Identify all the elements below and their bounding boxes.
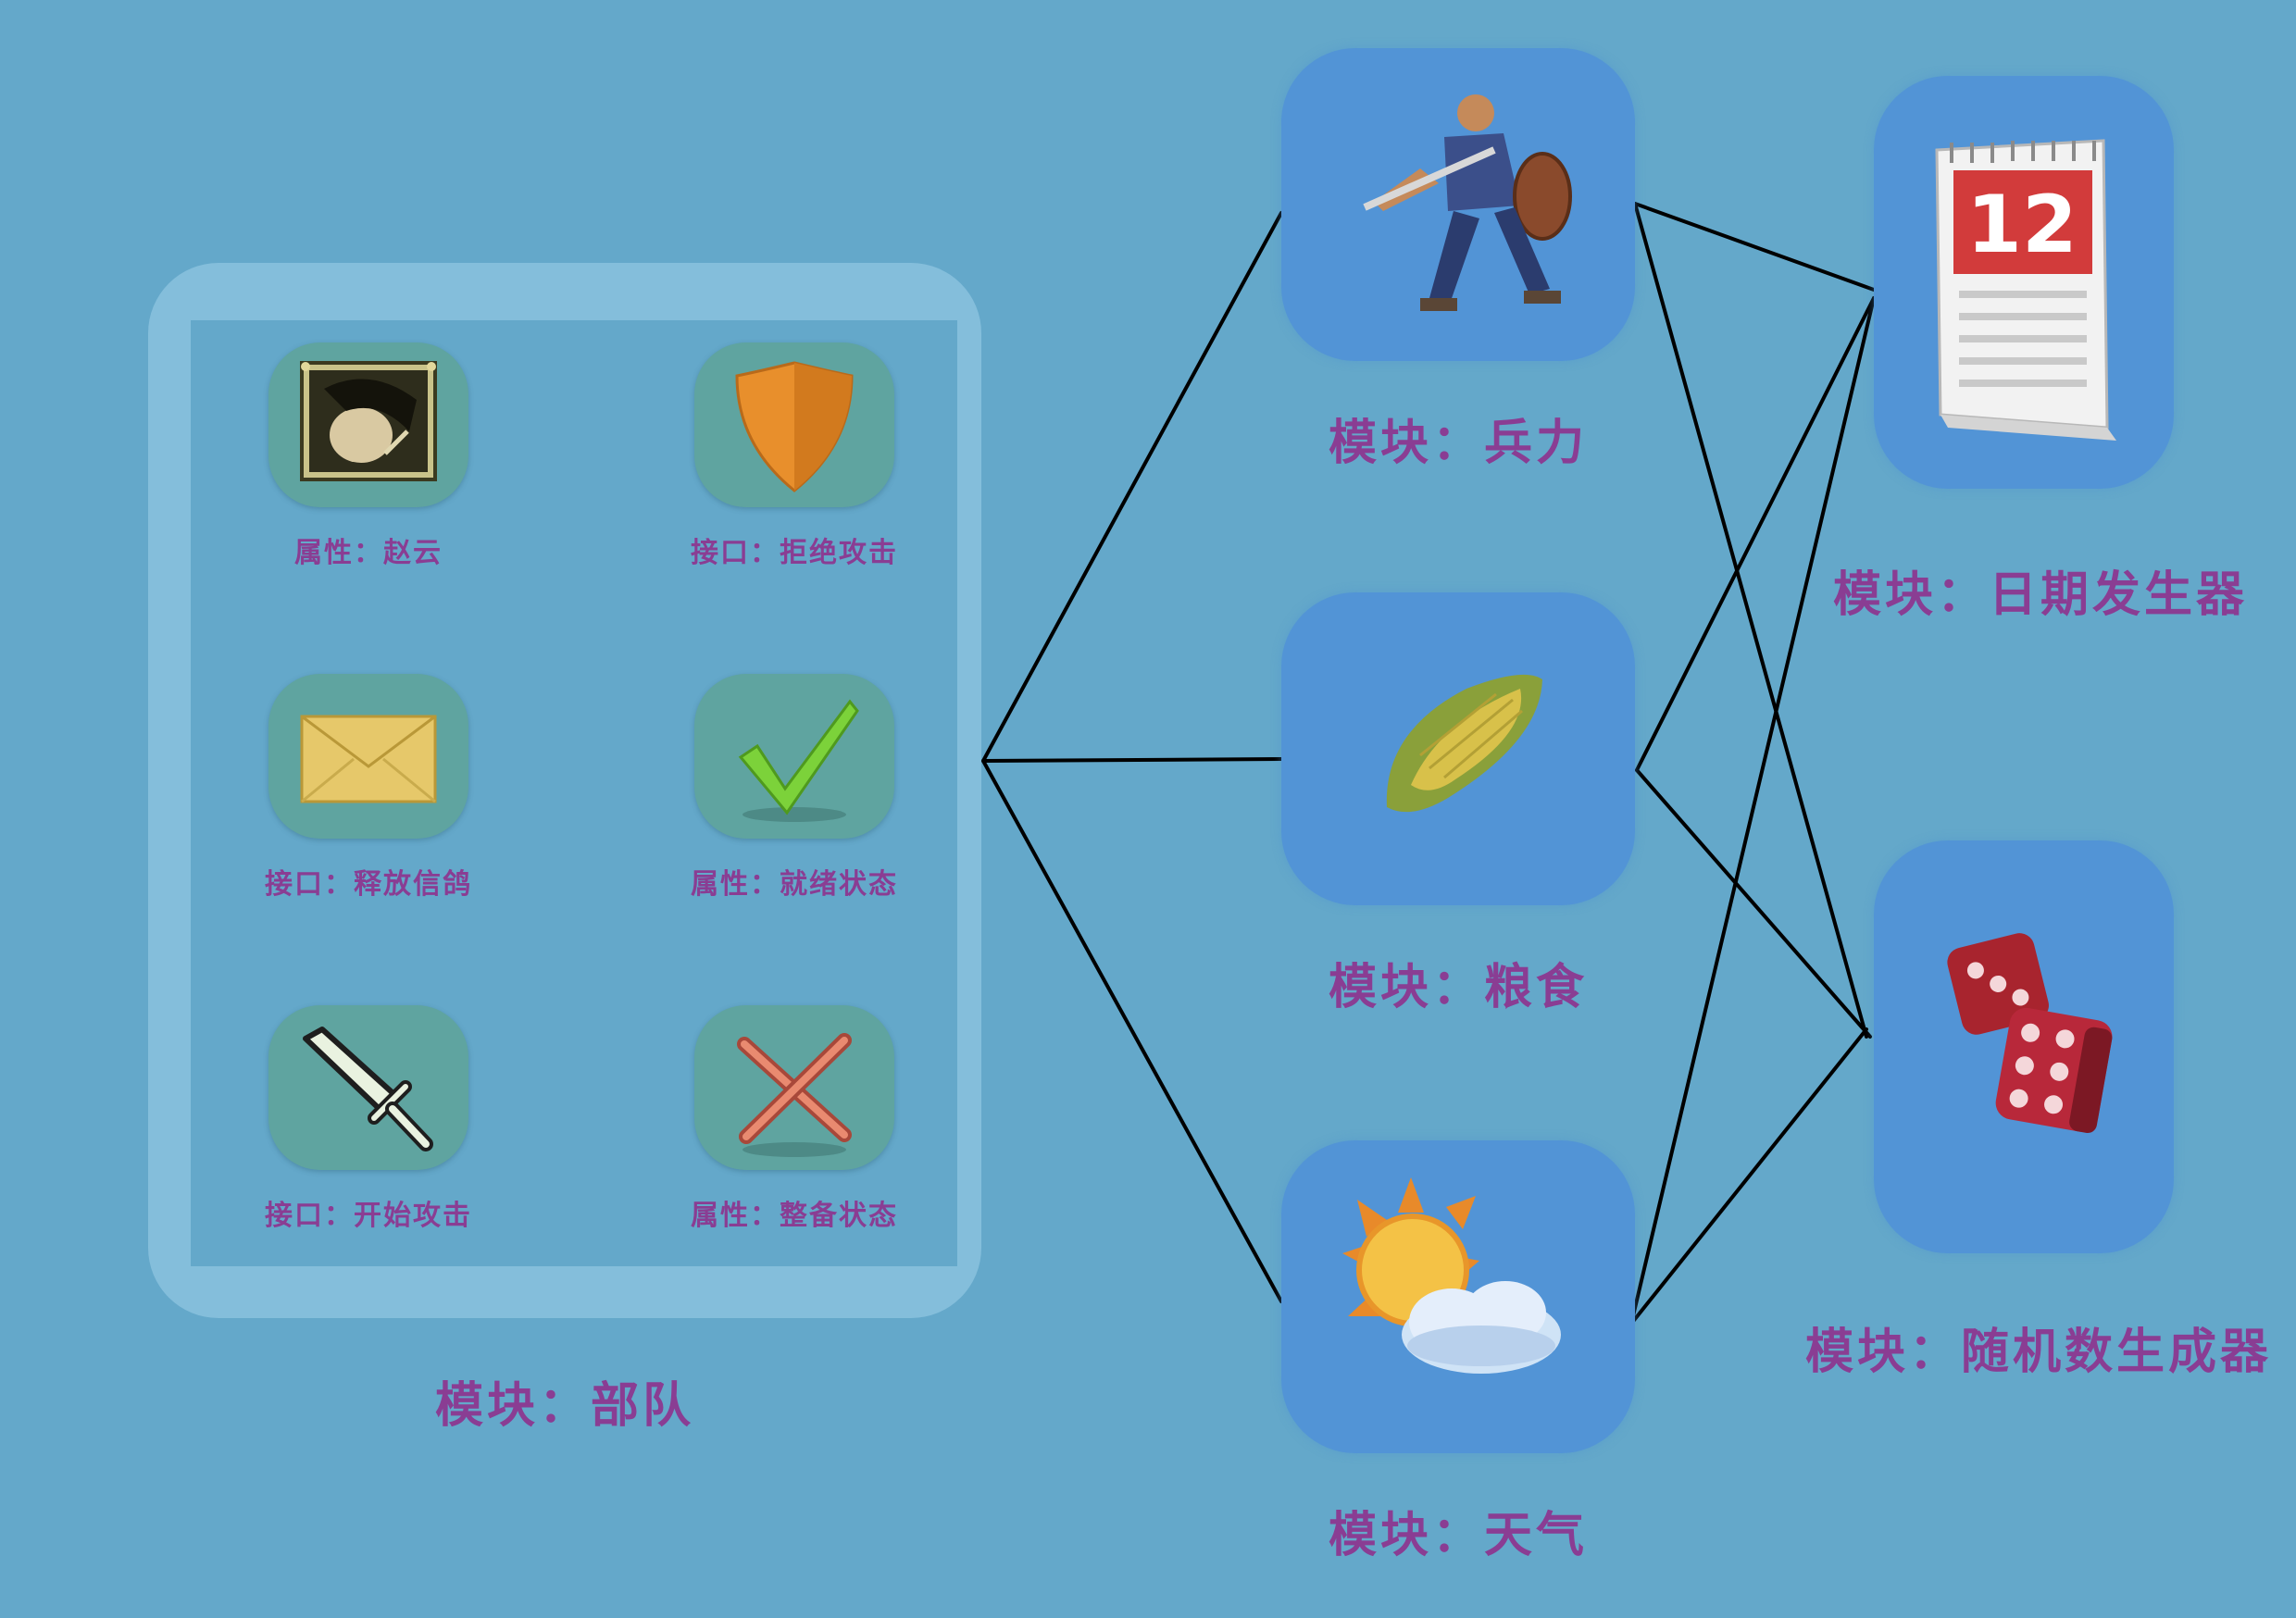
- random-module-title: 模块：随机数生成器: [1805, 1325, 2273, 1380]
- envelope-tile: [268, 674, 468, 839]
- troop-item-shield[interactable]: 接口：拒绝攻击: [602, 320, 954, 598]
- troop-item-label: 属性：赵云: [294, 537, 443, 569]
- troop-item-label: 接口：拒绝攻击: [691, 537, 898, 569]
- checkmark-icon: [738, 699, 859, 822]
- cross-icon: [737, 1033, 852, 1157]
- troop-item-label: 属性：就绪状态: [691, 868, 898, 901]
- weather-module-title: 模块：天气: [1328, 1508, 1588, 1563]
- troop-item-portrait[interactable]: 属性：赵云: [176, 320, 528, 598]
- sword-icon: [303, 1027, 433, 1151]
- random-module-box[interactable]: [1874, 840, 2174, 1253]
- date-module-box[interactable]: 12: [1874, 76, 2174, 489]
- connector-grain-to-date: [1635, 296, 1876, 772]
- grain-module-box[interactable]: [1281, 592, 1635, 905]
- troop-item-label: 接口：释放信鸽: [265, 868, 472, 901]
- connector-weather-to-date: [1629, 296, 1876, 1326]
- weather-module-box[interactable]: [1281, 1140, 1635, 1453]
- force-module-title: 模块：兵力: [1328, 416, 1588, 471]
- grain-module-title: 模块：粮食: [1328, 960, 1588, 1015]
- calendar-icon: 12: [1935, 139, 2116, 441]
- portrait-icon: [300, 361, 437, 481]
- warrior-icon: [1363, 94, 1572, 311]
- calendar-number: 12: [1966, 179, 2078, 271]
- connector-grain-to-random: [1635, 768, 1872, 1039]
- connector-troop-to-force: [981, 211, 1283, 763]
- shield-tile: [694, 342, 894, 507]
- troop-item-sword[interactable]: 接口：开始攻击: [176, 983, 528, 1261]
- connector-troop-to-weather: [981, 759, 1283, 1303]
- force-module-box[interactable]: [1281, 48, 1635, 361]
- troop-module-title: 模块：部队: [434, 1378, 694, 1434]
- connector-troop-to-grain: [981, 757, 1283, 763]
- shield-icon: [735, 361, 854, 492]
- envelope-icon: [300, 715, 437, 803]
- troop-item-check[interactable]: 属性：就绪状态: [602, 652, 954, 929]
- connector-weather-to-random: [1629, 1027, 1868, 1326]
- sword-tile: [268, 1005, 468, 1170]
- troop-item-cross[interactable]: 属性：整备状态: [602, 983, 954, 1261]
- corn-icon: [1386, 674, 1542, 813]
- portrait-tile: [268, 342, 468, 507]
- cross-tile: [694, 1005, 894, 1170]
- troop-item-envelope[interactable]: 接口：释放信鸽: [176, 652, 528, 929]
- troop-item-label: 属性：整备状态: [691, 1200, 898, 1232]
- date-module-title: 模块：日期发生器: [1833, 567, 2249, 623]
- dice-icon: [1947, 933, 2113, 1134]
- sun-cloud-icon: [1342, 1177, 1561, 1374]
- check-tile: [694, 674, 894, 839]
- connector-force-to-date: [1633, 202, 1889, 296]
- troop-item-label: 接口：开始攻击: [265, 1200, 472, 1232]
- connector-force-to-random: [1633, 202, 1868, 1039]
